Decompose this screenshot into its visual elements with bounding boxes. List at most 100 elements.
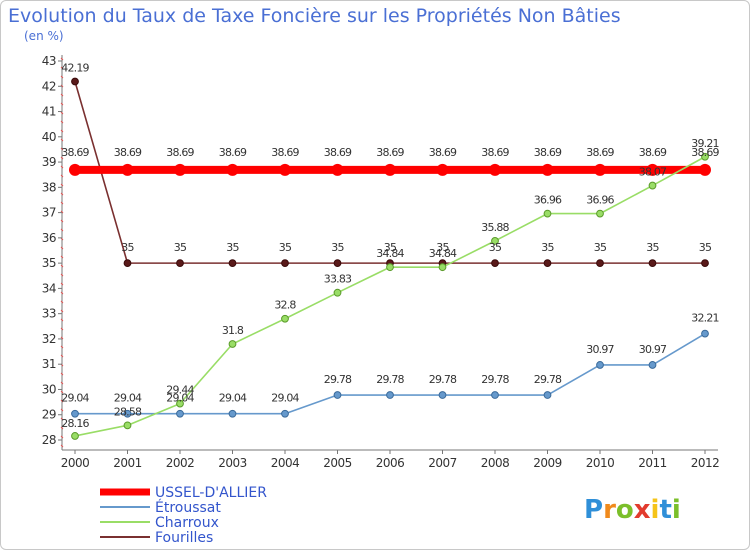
y-axis-dash	[60, 291, 64, 295]
y-tick-label: 30	[42, 382, 56, 396]
proxiti-logo: Proxiti	[584, 495, 681, 525]
chart-title: Evolution du Taux de Taxe Foncière sur l…	[8, 5, 621, 27]
y-axis-dash	[60, 372, 64, 376]
y-axis-dash	[60, 390, 64, 394]
data-label: 39.21	[691, 137, 719, 150]
data-point	[491, 391, 499, 399]
data-label: 38.69	[271, 146, 299, 159]
data-label: 38.69	[586, 146, 614, 159]
data-point	[596, 361, 604, 369]
y-tick-label: 40	[42, 130, 56, 144]
data-point	[701, 152, 709, 161]
data-label: 38.69	[481, 146, 509, 159]
data-point	[543, 391, 552, 399]
data-point	[648, 181, 657, 190]
y-axis-dash	[60, 120, 64, 124]
chart-subtitle: (en %)	[24, 29, 64, 43]
data-label: 38.69	[114, 146, 142, 159]
data-label: 29.44	[166, 384, 194, 397]
data-point	[176, 409, 184, 418]
y-axis-dash	[60, 66, 64, 70]
data-point	[699, 163, 711, 176]
data-point	[436, 163, 449, 176]
y-axis-dash	[60, 246, 64, 250]
data-label: 30.97	[639, 343, 667, 356]
legend-label-2: Charroux	[155, 515, 219, 531]
data-point	[279, 163, 291, 176]
brand-letter: i	[651, 495, 660, 525]
data-point	[226, 163, 239, 176]
data-point	[491, 259, 499, 268]
data-point	[71, 432, 79, 440]
y-axis-dash	[60, 255, 64, 259]
data-point	[281, 259, 289, 268]
data-label: 38.69	[166, 146, 194, 159]
data-label: 38.69	[61, 146, 89, 159]
data-label: 38.69	[429, 146, 457, 159]
data-label: 35	[436, 241, 449, 254]
data-point	[228, 259, 237, 268]
data-label: 29.04	[61, 392, 89, 405]
y-tick-label: 33	[42, 307, 56, 321]
data-label: 33.83	[324, 273, 352, 286]
data-label: 35	[384, 241, 397, 254]
data-label: 29.78	[481, 373, 509, 386]
x-tick-label: 2006	[376, 456, 405, 470]
data-label: 36.96	[534, 194, 562, 207]
y-axis-dash	[60, 201, 64, 205]
x-tick-label: 2012	[691, 456, 720, 470]
data-point	[543, 259, 552, 268]
data-point	[333, 259, 342, 268]
y-axis-dash	[60, 426, 64, 430]
legend-label-1: Étroussat	[155, 499, 221, 516]
data-label: 42.19	[61, 61, 89, 74]
data-point	[281, 314, 289, 323]
data-point	[596, 209, 604, 218]
y-axis-dash	[60, 174, 64, 178]
legend-label-0: USSEL-D'ALLIER	[155, 485, 267, 501]
data-label: 34.84	[429, 247, 457, 260]
data-label: 35	[121, 241, 134, 254]
brand-letter: x	[634, 495, 651, 525]
data-point	[648, 361, 657, 369]
y-axis-dash	[60, 318, 64, 322]
y-axis-dash	[60, 183, 64, 187]
y-axis-dash	[60, 300, 64, 304]
y-axis-dash	[60, 273, 64, 277]
y-axis-dash	[60, 336, 64, 340]
data-label: 35	[489, 241, 502, 254]
data-point	[121, 163, 134, 176]
data-labels: 29.04 29.04 29.04 29.04 29.04 29.78 29.78 29.78…	[61, 61, 720, 429]
y-axis-dash	[60, 309, 64, 313]
data-point	[71, 77, 79, 86]
y-axis-dash	[60, 408, 64, 412]
data-point	[594, 163, 606, 176]
y-axis-dash	[60, 399, 64, 403]
data-point	[384, 163, 396, 176]
y-tick-label: 43	[42, 54, 56, 68]
y-axis-dash	[60, 75, 64, 79]
data-label: 30.97	[586, 343, 614, 356]
x-tick-label: 2008	[481, 456, 510, 470]
data-label: 38.69	[691, 146, 719, 159]
y-axis-dash	[60, 156, 64, 160]
data-label: 35	[699, 241, 712, 254]
data-label: 38.69	[219, 146, 247, 159]
series-lines	[69, 77, 711, 440]
brand-letter: o	[616, 495, 634, 525]
data-point	[386, 391, 394, 399]
y-axis-dash	[60, 327, 64, 331]
data-point	[69, 163, 81, 176]
y-axis-dash	[60, 111, 64, 115]
y-axis-dash	[60, 129, 64, 133]
x-tick-label: 2005	[323, 456, 352, 470]
data-label: 35	[279, 241, 292, 254]
y-axis-dash	[60, 219, 64, 223]
x-tick-label: 2009	[533, 456, 562, 470]
data-label: 29.04	[166, 392, 194, 405]
y-axis-dash	[60, 444, 64, 448]
x-tick-label: 2000	[61, 456, 90, 470]
data-point	[123, 259, 132, 268]
y-axis-dash	[60, 192, 64, 196]
